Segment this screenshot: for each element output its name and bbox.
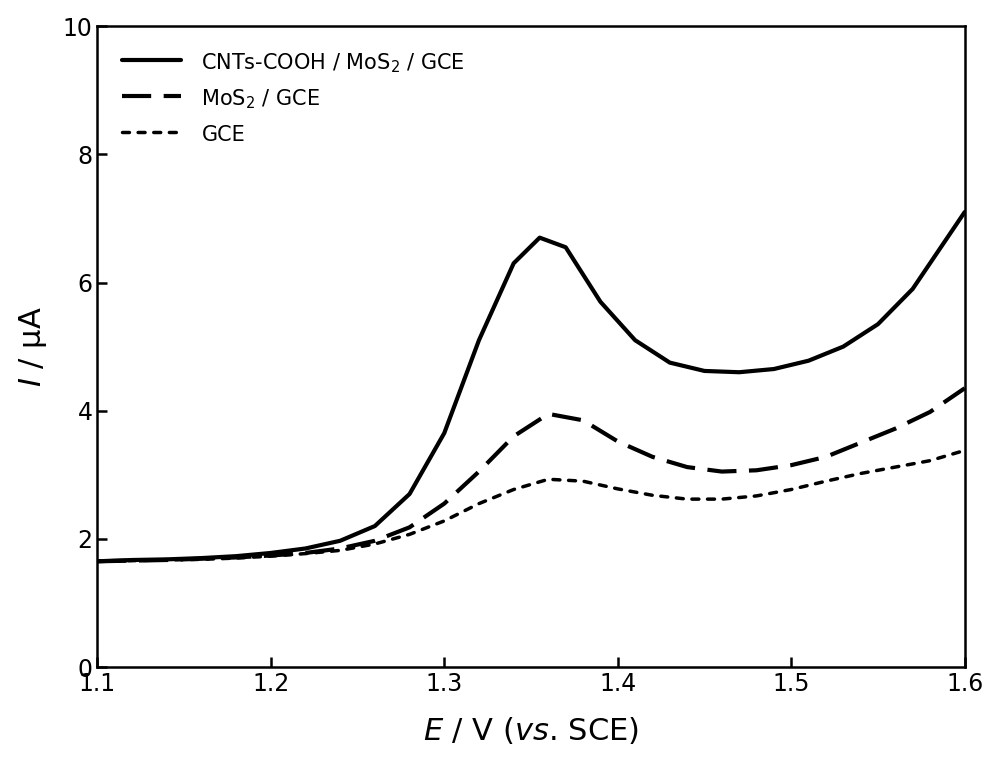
CNTs-COOH / MoS$_2$ / GCE (91, 557, 103, 566)
GCE (855, 469, 867, 478)
GCE (230, 553, 242, 562)
MoS$_2$ / GCE (404, 523, 416, 532)
CNTs-COOH / MoS$_2$ / GCE (334, 536, 346, 546)
GCE (265, 552, 277, 561)
MoS$_2$ / GCE (681, 462, 693, 472)
MoS$_2$ / GCE (195, 554, 207, 563)
GCE (681, 494, 693, 504)
GCE (508, 485, 520, 494)
CNTs-COOH / MoS$_2$ / GCE (126, 555, 138, 565)
MoS$_2$ / GCE (577, 416, 589, 425)
CNTs-COOH / MoS$_2$ / GCE (438, 429, 450, 438)
GCE (959, 446, 971, 455)
GCE (751, 491, 763, 501)
CNTs-COOH / MoS$_2$ / GCE (473, 336, 485, 345)
MoS$_2$ / GCE (161, 555, 173, 565)
Legend: CNTs-COOH / MoS$_2$ / GCE, MoS$_2$ / GCE, GCE: CNTs-COOH / MoS$_2$ / GCE, MoS$_2$ / GCE… (114, 43, 474, 153)
X-axis label: $\it{E}$ / V ($\it{vs}$. SCE): $\it{E}$ / V ($\it{vs}$. SCE) (423, 716, 639, 746)
GCE (542, 475, 554, 484)
CNTs-COOH / MoS$_2$ / GCE (698, 366, 710, 375)
CNTs-COOH / MoS$_2$ / GCE (803, 356, 815, 365)
GCE (473, 499, 485, 508)
GCE (577, 477, 589, 486)
GCE (334, 546, 346, 555)
MoS$_2$ / GCE (91, 557, 103, 566)
MoS$_2$ / GCE (924, 407, 936, 417)
MoS$_2$ / GCE (646, 452, 658, 462)
MoS$_2$ / GCE (959, 384, 971, 393)
CNTs-COOH / MoS$_2$ / GCE (907, 285, 919, 294)
GCE (161, 555, 173, 565)
CNTs-COOH / MoS$_2$ / GCE (265, 549, 277, 558)
MoS$_2$ / GCE (334, 544, 346, 553)
MoS$_2$ / GCE (820, 452, 832, 462)
CNTs-COOH / MoS$_2$ / GCE (594, 297, 606, 306)
GCE (369, 539, 381, 549)
Line: GCE: GCE (97, 450, 965, 562)
Y-axis label: $\it{I}$ / μA: $\it{I}$ / μA (17, 306, 49, 387)
MoS$_2$ / GCE (855, 438, 867, 447)
GCE (889, 462, 901, 472)
MoS$_2$ / GCE (369, 536, 381, 546)
CNTs-COOH / MoS$_2$ / GCE (369, 521, 381, 530)
MoS$_2$ / GCE (126, 556, 138, 565)
Line: CNTs-COOH / MoS$_2$ / GCE: CNTs-COOH / MoS$_2$ / GCE (97, 212, 965, 562)
MoS$_2$ / GCE (473, 467, 485, 476)
MoS$_2$ / GCE (265, 551, 277, 560)
CNTs-COOH / MoS$_2$ / GCE (161, 555, 173, 564)
MoS$_2$ / GCE (299, 549, 311, 558)
CNTs-COOH / MoS$_2$ / GCE (733, 368, 745, 377)
MoS$_2$ / GCE (542, 409, 554, 418)
MoS$_2$ / GCE (889, 424, 901, 433)
GCE (646, 491, 658, 500)
MoS$_2$ / GCE (716, 467, 728, 476)
CNTs-COOH / MoS$_2$ / GCE (404, 489, 416, 498)
GCE (924, 456, 936, 465)
GCE (716, 494, 728, 504)
CNTs-COOH / MoS$_2$ / GCE (560, 243, 572, 252)
GCE (195, 555, 207, 564)
Line: MoS$_2$ / GCE: MoS$_2$ / GCE (97, 388, 965, 562)
CNTs-COOH / MoS$_2$ / GCE (837, 342, 849, 351)
CNTs-COOH / MoS$_2$ / GCE (629, 336, 641, 345)
GCE (404, 530, 416, 539)
MoS$_2$ / GCE (438, 499, 450, 508)
GCE (126, 556, 138, 565)
MoS$_2$ / GCE (612, 437, 624, 446)
CNTs-COOH / MoS$_2$ / GCE (299, 544, 311, 553)
CNTs-COOH / MoS$_2$ / GCE (534, 233, 546, 242)
GCE (612, 485, 624, 494)
MoS$_2$ / GCE (785, 461, 797, 470)
CNTs-COOH / MoS$_2$ / GCE (959, 208, 971, 217)
MoS$_2$ / GCE (230, 553, 242, 562)
GCE (438, 517, 450, 526)
CNTs-COOH / MoS$_2$ / GCE (872, 320, 884, 329)
GCE (820, 477, 832, 486)
MoS$_2$ / GCE (508, 432, 520, 441)
GCE (785, 485, 797, 494)
CNTs-COOH / MoS$_2$ / GCE (195, 553, 207, 562)
CNTs-COOH / MoS$_2$ / GCE (768, 365, 780, 374)
CNTs-COOH / MoS$_2$ / GCE (230, 552, 242, 561)
CNTs-COOH / MoS$_2$ / GCE (508, 259, 520, 268)
MoS$_2$ / GCE (751, 465, 763, 475)
CNTs-COOH / MoS$_2$ / GCE (664, 358, 676, 367)
GCE (299, 549, 311, 559)
GCE (91, 557, 103, 566)
